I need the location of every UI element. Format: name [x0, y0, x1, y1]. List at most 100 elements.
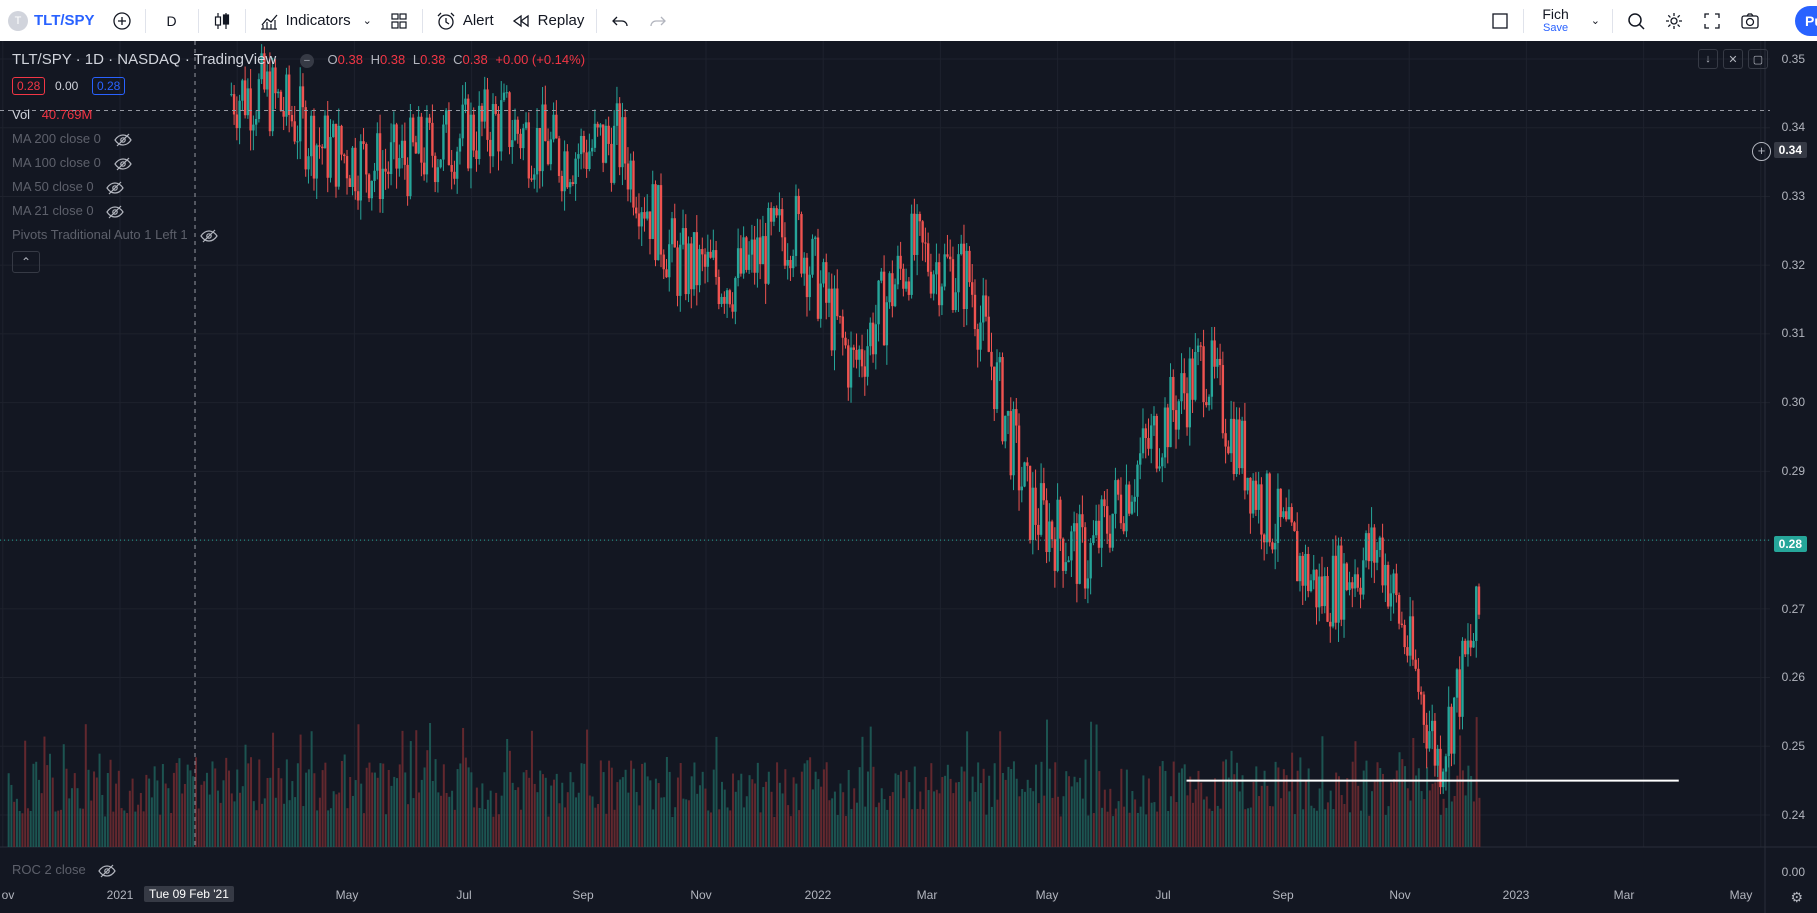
chevron-down-icon[interactable]: ⌄: [362, 15, 372, 27]
volume-bar: [754, 783, 757, 847]
volume-bar: [1222, 761, 1225, 847]
eye-hidden-icon[interactable]: [105, 181, 125, 195]
volume-bar: [106, 773, 109, 847]
maximize-icon[interactable]: ▢: [1748, 49, 1768, 69]
volume-bar: [318, 797, 321, 847]
candle-body: [1218, 358, 1222, 366]
volume-bar: [1059, 816, 1062, 847]
publish-button[interactable]: Pu: [1795, 6, 1817, 36]
axis-settings-gear-icon[interactable]: ⚙: [1790, 889, 1803, 905]
candle-body: [1472, 640, 1475, 648]
indicator-row-ma50[interactable]: MA 50 close 0: [12, 179, 125, 195]
candle-body: [1353, 574, 1357, 589]
save-layout-button[interactable]: Fich Save: [1528, 0, 1582, 41]
volume-bar: [1291, 752, 1294, 847]
ask-box[interactable]: 0.28: [91, 77, 126, 95]
legend-title[interactable]: TLT/SPY · 1D · NASDAQ · TradingView: [12, 51, 277, 68]
volume-bar: [340, 760, 343, 847]
layout-menu-button[interactable]: ⌄: [1583, 0, 1608, 41]
candle-body: [1004, 415, 1007, 442]
candle-body: [1180, 373, 1183, 402]
volume-bar: [1324, 809, 1327, 847]
candle-body: [847, 345, 850, 388]
volume-bar: [120, 808, 123, 847]
volume-bar: [29, 810, 32, 847]
snapshot-button[interactable]: [1731, 0, 1769, 41]
bid-box[interactable]: 0.28: [12, 77, 46, 95]
indicator-row-ma200[interactable]: MA 200 close 0: [12, 131, 133, 147]
candle-body: [973, 294, 977, 330]
volume-bar: [54, 811, 57, 847]
eye-hidden-icon[interactable]: [199, 229, 219, 243]
fullscreen-button[interactable]: [1693, 0, 1731, 41]
candle-body: [522, 128, 525, 149]
chart-pane[interactable]: TLT/SPY · 1D · NASDAQ · TradingView – O0…: [0, 41, 1817, 913]
candle-body: [987, 316, 990, 352]
candle-body: [439, 159, 442, 168]
alert-button[interactable]: Alert: [427, 0, 502, 41]
eye-hidden-icon[interactable]: [113, 157, 133, 171]
legend-collapse-button[interactable]: ⌃: [12, 251, 40, 273]
volume-bar: [305, 772, 308, 847]
chart-type-button[interactable]: [203, 0, 241, 41]
volume-bar: [150, 797, 153, 847]
time-label: 2021: [106, 888, 134, 902]
eye-hidden-icon[interactable]: [105, 205, 125, 219]
candle-body: [1078, 514, 1081, 584]
volume-bar: [561, 782, 564, 847]
candle-body: [1188, 358, 1192, 428]
legend-hide-icon[interactable]: –: [299, 53, 314, 68]
candle-body: [621, 117, 624, 168]
candle-body: [285, 74, 288, 117]
arrow-down-icon[interactable]: ↓: [1698, 49, 1718, 69]
compare-add-button[interactable]: [103, 0, 141, 41]
volume-bar: [244, 744, 247, 847]
chart-canvas[interactable]: [0, 41, 1817, 913]
indicator-label: MA 200 close 0: [12, 131, 101, 146]
volume-bar: [48, 753, 51, 847]
indicator-row-roc[interactable]: ROC 2 close: [12, 862, 117, 878]
replay-button[interactable]: Replay: [502, 0, 593, 41]
candle-body: [618, 103, 621, 168]
volume-bar: [982, 768, 985, 847]
layout-select-button[interactable]: [1481, 0, 1519, 41]
volume-bar: [1034, 764, 1037, 847]
indicator-row-pivots[interactable]: Pivots Traditional Auto 1 Left 1: [12, 227, 219, 243]
indicator-row-ma100[interactable]: MA 100 close 0: [12, 155, 133, 171]
eye-hidden-icon[interactable]: [97, 864, 117, 878]
search-button[interactable]: [1617, 0, 1655, 41]
camera-icon: [1741, 12, 1759, 29]
interval-button[interactable]: D: [150, 0, 194, 41]
candle-body: [1177, 401, 1180, 430]
price-candles: [230, 44, 1481, 795]
templates-button[interactable]: [380, 0, 418, 41]
candle-body: [626, 163, 630, 190]
symbol-search-button[interactable]: T TLT/SPY: [0, 0, 103, 41]
add-alert-plus-icon[interactable]: +: [1752, 142, 1771, 161]
volume-bar: [522, 772, 525, 847]
legend-volume[interactable]: Vol 40.769M: [12, 107, 92, 122]
undo-icon: [612, 16, 629, 26]
volume-bar: [1448, 757, 1451, 847]
volume-bar: [219, 802, 222, 847]
indicators-button[interactable]: Indicators ⌄: [250, 0, 380, 41]
volume-bar: [1216, 805, 1219, 847]
candle-body: [929, 271, 933, 294]
eye-hidden-icon[interactable]: [113, 133, 133, 147]
candle-body: [1367, 533, 1371, 562]
collapse-icon[interactable]: ✕: [1723, 49, 1743, 69]
price-label: 0.26: [1781, 670, 1805, 684]
volume-bar: [1004, 779, 1007, 847]
candle-body: [1108, 533, 1112, 548]
candle-body: [1419, 691, 1423, 695]
indicator-row-ma21[interactable]: MA 21 close 0: [12, 203, 125, 219]
candle-body: [1337, 545, 1340, 623]
volume-bar: [828, 800, 831, 847]
volume-bar: [1079, 777, 1082, 847]
redo-button[interactable]: [639, 0, 677, 41]
undo-button[interactable]: [601, 0, 639, 41]
candle-body: [775, 208, 778, 216]
candle-body: [604, 125, 608, 163]
settings-button[interactable]: [1655, 0, 1693, 41]
candle-body: [1309, 580, 1313, 592]
